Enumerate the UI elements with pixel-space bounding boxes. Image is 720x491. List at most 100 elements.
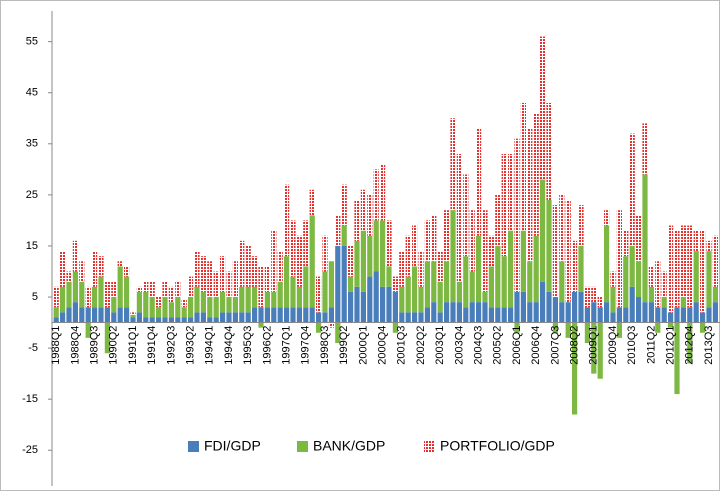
- y-tick-label: -15: [22, 393, 38, 405]
- x-tick-label: 2010Q3: [626, 326, 638, 365]
- bar-segment: [424, 261, 430, 308]
- x-tick-label: 2006Q4: [530, 326, 542, 365]
- bar-segment: [610, 271, 616, 287]
- bar-segment: [431, 261, 437, 303]
- bar-segment: [271, 230, 277, 292]
- bar-segment: [117, 307, 123, 323]
- bar-segment: [335, 322, 341, 343]
- bar-segment: [296, 286, 302, 308]
- bar-segment: [424, 307, 430, 323]
- bar-segment: [168, 302, 174, 318]
- bar-segment: [296, 307, 302, 323]
- bar-segment: [700, 230, 706, 313]
- bar-segment: [399, 286, 405, 313]
- bar-segment: [194, 286, 200, 313]
- bar-segment: [418, 286, 424, 313]
- bar-segment: [66, 307, 72, 323]
- bar-segment: [322, 271, 328, 313]
- bar-segment: [655, 261, 661, 308]
- bar-segment: [680, 297, 686, 308]
- bar-segment: [546, 102, 552, 200]
- bar-segment: [348, 276, 354, 292]
- bar-segment: [162, 317, 168, 323]
- bar-segment: [316, 276, 322, 313]
- bar-segment: [258, 266, 264, 308]
- bar-segment: [476, 302, 482, 323]
- bar-segment: [98, 276, 104, 308]
- bar-segment: [284, 307, 290, 323]
- bar-segment: [687, 307, 693, 323]
- bar-segment: [66, 271, 72, 282]
- bar-segment: [501, 154, 507, 257]
- bar-segment: [348, 291, 354, 323]
- bar-segment: [674, 307, 680, 323]
- bar-segment: [303, 266, 309, 308]
- bar-segment: [527, 302, 533, 323]
- bar-segment: [354, 286, 360, 323]
- bar-segment: [156, 317, 162, 323]
- bar-segment: [559, 302, 565, 323]
- bar-segment: [130, 317, 136, 323]
- bar-segment: [79, 281, 85, 308]
- bar-segment: [175, 317, 181, 323]
- x-tick-label: 2004Q3: [473, 326, 485, 365]
- x-tick-label: 1993Q2: [185, 326, 197, 365]
- bar-segment: [232, 261, 238, 298]
- bar-segment: [316, 312, 322, 323]
- bar-segment: [162, 297, 168, 318]
- bar-segment: [335, 245, 341, 323]
- bar-segment: [636, 297, 642, 323]
- bar-segment: [604, 302, 610, 323]
- bar-segment: [271, 291, 277, 308]
- bar-segment: [92, 286, 98, 308]
- x-tick-label: 2009Q1: [588, 326, 600, 365]
- bar-segment: [559, 261, 565, 303]
- bar-segment: [501, 307, 507, 323]
- bar-segment: [450, 210, 456, 303]
- bar-segment: [514, 138, 520, 292]
- bar-segment: [642, 123, 648, 175]
- bar-segment: [424, 220, 430, 262]
- bar-segment: [456, 302, 462, 323]
- bar-segment: [309, 215, 315, 308]
- bar-segment: [655, 322, 661, 333]
- bar-segment: [124, 276, 130, 308]
- bar-segment: [136, 291, 142, 313]
- bar-segment: [149, 281, 155, 298]
- bar-segment: [597, 322, 603, 379]
- bar-segment: [239, 240, 245, 287]
- bar-segment: [53, 286, 59, 308]
- x-tick-label: 1997Q1: [281, 326, 293, 365]
- bar-segment: [328, 322, 334, 328]
- bar-segment: [444, 261, 450, 303]
- bar-segment: [527, 128, 533, 262]
- bar-segment: [85, 322, 91, 338]
- x-tick-label: 1998Q3: [319, 326, 331, 365]
- bar-segment: [399, 251, 405, 287]
- bar-segment: [668, 225, 674, 313]
- bar-segment: [373, 271, 379, 323]
- bar-segment: [661, 271, 667, 298]
- bar-segment: [712, 235, 718, 287]
- bar-segment: [207, 317, 213, 323]
- bar-segment: [143, 317, 149, 323]
- bar-segment: [604, 210, 610, 226]
- x-tick-label: 2012Q1: [665, 326, 677, 365]
- x-tick-label: 2006Q1: [511, 326, 523, 365]
- bar-segment: [533, 113, 539, 236]
- bar-segment: [213, 317, 219, 323]
- bar-segment: [501, 256, 507, 308]
- bar-segment: [181, 307, 187, 318]
- bar-segment: [597, 297, 603, 308]
- y-tick-label: 45: [26, 87, 38, 99]
- bar-segment: [341, 184, 347, 226]
- bar-segment: [258, 322, 264, 328]
- bar-segment: [367, 235, 373, 277]
- x-tick-label: 1992Q3: [165, 326, 177, 365]
- bar-segment: [604, 225, 610, 303]
- bar-segment: [60, 312, 66, 323]
- bar-segment: [79, 261, 85, 282]
- x-tick-label: 2001Q3: [396, 326, 408, 365]
- bar-segment: [354, 199, 360, 241]
